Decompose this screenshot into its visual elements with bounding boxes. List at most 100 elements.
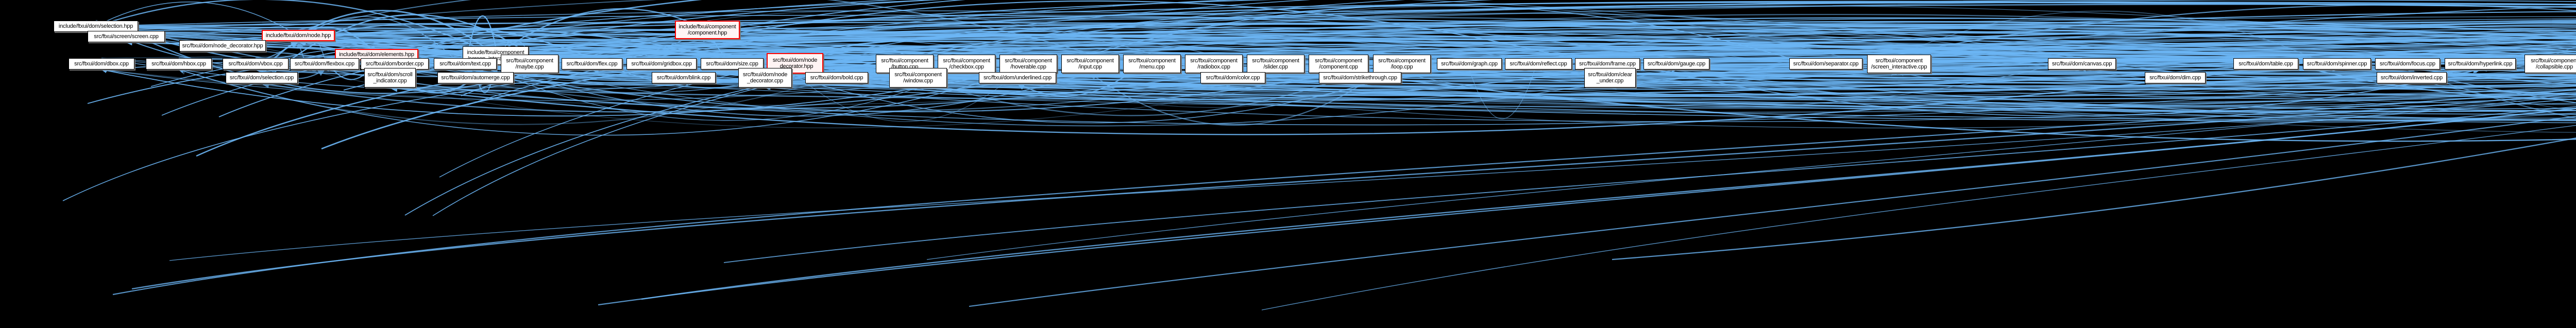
graph-edge: [95, 10, 2082, 59]
graph-edge: [794, 72, 1018, 122]
graph-edge: [2336, 58, 2576, 111]
graph-node[interactable]: src/ftxui/component /component.cpp: [1309, 55, 1368, 73]
graph-edge: [1213, 54, 2576, 142]
graph-node[interactable]: src/ftxui/component /window.cpp: [889, 68, 947, 88]
graph-edge: [343, 0, 1274, 91]
graph-edge: [112, 89, 2576, 296]
graph-edge: [1899, 10, 2338, 70]
graph-node[interactable]: src/ftxui/component /radiobox.cpp: [1185, 55, 1243, 73]
graph-edge: [1538, 43, 2576, 59]
graph-node[interactable]: src/ftxui/component /menu.cpp: [1123, 55, 1181, 73]
graph-edge: [1607, 57, 2576, 123]
graph-edge: [723, 106, 2576, 263]
graph-node[interactable]: src/ftxui/dom/gridbox.cpp: [626, 58, 697, 70]
graph-edge: [125, 39, 1402, 55]
graph-node[interactable]: src/ftxui/dom/graph.cpp: [1437, 58, 1502, 70]
graph-node[interactable]: src/ftxui/dom/text.cpp: [434, 58, 497, 70]
graph-edge: [836, 12, 2082, 85]
graph-edge: [178, 68, 1018, 136]
graph-edge: [125, 0, 2176, 73]
graph-node[interactable]: src/ftxui/dom/focus.cpp: [2375, 58, 2440, 70]
graph-node[interactable]: src/ftxui/dom/inverted.cpp: [2377, 72, 2447, 83]
graph-edge: [95, 2, 299, 36]
graph-node[interactable]: src/ftxui/dom/strikethrough.cpp: [1319, 72, 1401, 83]
graph-edge: [254, 0, 2258, 73]
graph-edge: [683, 5, 2576, 85]
graph-edge: [1607, 52, 2576, 59]
graph-edge: [1612, 137, 2576, 261]
graph-node[interactable]: src/ftxui/component /maybe.cpp: [501, 55, 558, 73]
graph-edge: [2411, 72, 2576, 103]
graph-edge: [1401, 54, 2576, 124]
graph-node[interactable]: src/ftxui/component /loop.cpp: [1373, 55, 1431, 73]
graph-edge: [169, 98, 2576, 261]
graph-edge: [528, 16, 1677, 75]
graph-node[interactable]: src/ftxui/dom/scroll _indicator.cpp: [364, 68, 416, 88]
graph-edge: [764, 85, 2576, 123]
graph-node[interactable]: src/ftxui/dom/hyperlink.cpp: [2445, 58, 2516, 70]
graph-edge: [131, 93, 2576, 290]
graph-node[interactable]: src/ftxui/dom/reflect.cpp: [1505, 58, 1572, 70]
graph-edge: [2081, 68, 2576, 115]
graph-edge: [1017, 72, 1403, 108]
graph-node[interactable]: src/ftxui/dom/clear _under.cpp: [1584, 68, 1636, 88]
graph-node[interactable]: src/ftxui/component /slider.cpp: [1247, 55, 1304, 73]
graph-edge: [389, 13, 1827, 71]
graph-edge: [218, 0, 939, 117]
graph-node[interactable]: src/ftxui/dom/underlined.cpp: [979, 72, 1056, 83]
graph-node[interactable]: src/ftxui/dom/color.cpp: [1200, 72, 1265, 83]
graph-edge: [1401, 28, 2576, 76]
graph-node[interactable]: include/ftxui/dom/node.hpp: [262, 30, 335, 41]
graph-edge: [926, 95, 2576, 260]
graph-node[interactable]: src/ftxui/dom/bold.cpp: [805, 72, 868, 83]
graph-edge: [126, 30, 531, 94]
graph-node[interactable]: src/ftxui/dom/spinner.cpp: [2303, 58, 2371, 70]
graph-edge: [150, 0, 942, 87]
graph-edge: [394, 67, 2576, 107]
graph-node[interactable]: src/ftxui/dom/node_decorator.hpp: [179, 40, 266, 51]
graph-edge: [2265, 57, 2576, 100]
graph-edge: [432, 0, 1405, 216]
graph-edge: [467, 0, 1235, 106]
graph-node[interactable]: src/ftxui/component /screen_interactive.…: [1867, 55, 1931, 73]
graph-edge: [1538, 58, 2576, 133]
graph-edge: [321, 1, 2576, 150]
graph-node[interactable]: src/ftxui/dom/table.cpp: [2233, 58, 2298, 70]
graph-edge: [1360, 24, 2576, 73]
graph-node[interactable]: src/ftxui/dom/separator.cpp: [1789, 58, 1862, 70]
graph-node[interactable]: src/ftxui/dom/gauge.cpp: [1643, 58, 1709, 70]
graph-edge: [297, 33, 2576, 50]
graph-edge: [765, 21, 2576, 69]
graph-edge: [641, 107, 2576, 300]
graph-node[interactable]: src/ftxui/dom/canvas.cpp: [2048, 58, 2116, 70]
graph-node[interactable]: src/ftxui/dom/node _decorator.cpp: [738, 68, 792, 88]
graph-edge: [1275, 54, 2576, 106]
graph-edge: [161, 0, 897, 116]
graph-edge: [495, 25, 1608, 67]
graph-node[interactable]: src/ftxui/dom/size.cpp: [701, 58, 764, 70]
graph-edge: [297, 20, 1611, 68]
graph-node[interactable]: src/ftxui/dom/flexbox.cpp: [290, 58, 359, 70]
graph-node[interactable]: src/ftxui/dom/blink.cpp: [652, 72, 716, 83]
graph-node[interactable]: include/ftxui/dom/selection.hpp: [54, 21, 138, 32]
graph-node[interactable]: src/ftxui/screen/screen.cpp: [88, 31, 165, 42]
graph-node[interactable]: src/ftxui/dom/automerge.cpp: [437, 72, 514, 83]
graph-node[interactable]: src/ftxui/dom/frame.cpp: [1575, 58, 1640, 70]
graph-edge: [969, 115, 2576, 307]
graph-node[interactable]: src/ftxui/dom/flex.cpp: [562, 58, 622, 70]
graph-node[interactable]: src/ftxui/dom/vbox.cpp: [223, 58, 289, 70]
graph-node[interactable]: src/ftxui/dom/selection.cpp: [226, 72, 298, 83]
graph-node[interactable]: src/ftxui/component /collapsible.cpp: [2524, 55, 2576, 73]
graph-edge: [965, 71, 2576, 129]
graph-node[interactable]: src/ftxui/component /hoverable.cpp: [999, 55, 1057, 73]
graph-edge: [1607, 58, 2481, 117]
graph-node[interactable]: src/ftxui/dom/hbox.cpp: [146, 58, 212, 70]
graph-edge: [261, 14, 530, 84]
graph-node[interactable]: src/ftxui/dom/dim.cpp: [2145, 72, 2206, 83]
graph-node[interactable]: src/ftxui/dom/dbox.cpp: [69, 58, 134, 70]
graph-node[interactable]: src/ftxui/component /input.cpp: [1061, 55, 1119, 73]
graph-edge: [389, 70, 2576, 126]
graph-node[interactable]: include/ftxui/component /component.hpp: [675, 21, 740, 39]
graph-edge: [706, 0, 1611, 69]
